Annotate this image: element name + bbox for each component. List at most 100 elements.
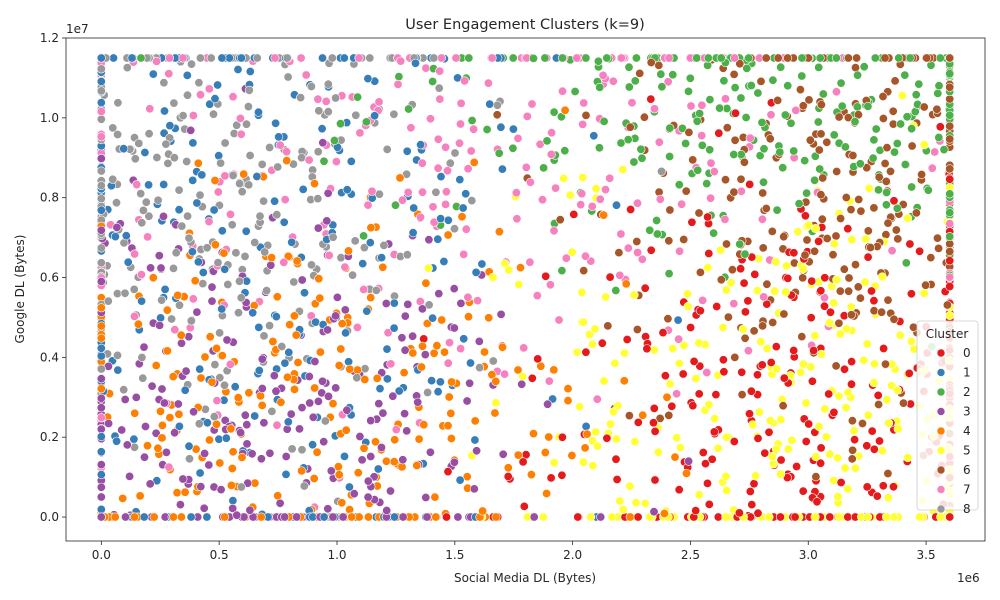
scatter-point-cluster-7 <box>473 296 483 306</box>
scatter-point-cluster-3 <box>146 263 156 273</box>
scatter-point-cluster-1 <box>477 259 487 269</box>
scatter-point-cluster-6 <box>762 279 772 289</box>
scatter-point-cluster-8 <box>134 138 144 148</box>
scatter-point-cluster-8 <box>169 98 179 108</box>
scatter-point-cluster-7 <box>927 163 937 173</box>
scatter-point-cluster-1 <box>459 334 469 344</box>
scatter-point-cluster-7 <box>522 111 532 121</box>
scatter-point-cluster-2 <box>768 75 778 85</box>
scatter-point-cluster-4 <box>210 240 220 250</box>
scatter-point-cluster-2 <box>818 89 828 99</box>
scatter-point-cluster-7 <box>196 90 206 100</box>
scatter-point-cluster-4 <box>153 443 163 453</box>
scatter-point-cluster-6 <box>839 264 849 274</box>
scatter-point-cluster-3 <box>543 399 553 409</box>
scatter-point-cluster-4 <box>215 458 225 468</box>
scatter-point-cluster-3 <box>382 505 392 515</box>
scatter-point-cluster-1 <box>210 94 220 104</box>
legend-title: Cluster <box>926 327 969 341</box>
scatter-point-cluster-7 <box>525 177 535 187</box>
y-tick-label: 0.8 <box>40 191 59 205</box>
scatter-point-cluster-2 <box>831 53 841 63</box>
scatter-point-cluster-8 <box>265 321 275 331</box>
scatter-point-cluster-5 <box>691 373 701 383</box>
scatter-point-cluster-3 <box>498 449 508 459</box>
scatter-point-cluster-3 <box>154 251 164 261</box>
scatter-point-cluster-2 <box>786 118 796 128</box>
scatter-point-cluster-8 <box>138 205 148 215</box>
scatter-point-cluster-0 <box>718 355 728 365</box>
scatter-point-cluster-6 <box>664 410 674 420</box>
scatter-point-cluster-7 <box>677 199 687 209</box>
scatter-point-cluster-2 <box>868 153 878 163</box>
scatter-point-cluster-7 <box>615 270 625 280</box>
scatter-point-cluster-0 <box>775 512 785 522</box>
scatter-point-cluster-2 <box>681 139 691 149</box>
scatter-point-cluster-3 <box>280 512 290 522</box>
scatter-point-cluster-3 <box>323 504 333 514</box>
scatter-point-cluster-0 <box>739 278 749 288</box>
scatter-point-cluster-6 <box>632 324 642 334</box>
scatter-point-cluster-2 <box>528 53 538 63</box>
scatter-point-cluster-6 <box>843 53 853 63</box>
scatter-point-cluster-1 <box>284 347 294 357</box>
scatter-point-cluster-4 <box>563 396 573 406</box>
scatter-point-cluster-3 <box>357 455 367 465</box>
scatter-point-cluster-0 <box>698 447 708 457</box>
scatter-point-cluster-4 <box>148 273 158 283</box>
scatter-point-cluster-6 <box>716 275 726 285</box>
scatter-point-cluster-7 <box>572 53 582 63</box>
scatter-point-cluster-4 <box>337 319 347 329</box>
scatter-point-cluster-4 <box>487 370 497 380</box>
scatter-point-cluster-6 <box>907 141 917 151</box>
scatter-point-cluster-0 <box>873 390 883 400</box>
legend-label-4: 4 <box>963 424 971 438</box>
scatter-point-cluster-3 <box>318 138 328 148</box>
scatter-point-cluster-2 <box>889 147 899 157</box>
scatter-point-cluster-5 <box>631 498 641 508</box>
scatter-point-cluster-5 <box>672 433 682 443</box>
scatter-point-cluster-2 <box>905 53 915 63</box>
scatter-point-cluster-1 <box>339 451 349 461</box>
scatter-point-cluster-8 <box>237 187 247 197</box>
scatter-point-cluster-8 <box>327 53 337 63</box>
scatter-point-cluster-8 <box>431 187 441 197</box>
scatter-point-cluster-5 <box>892 385 902 395</box>
scatter-point-cluster-4 <box>96 333 106 343</box>
scatter-point-cluster-3 <box>145 479 155 489</box>
scatter-point-cluster-5 <box>703 263 713 273</box>
scatter-point-cluster-0 <box>443 467 453 477</box>
scatter-point-cluster-1 <box>283 417 293 427</box>
scatter-point-cluster-0 <box>626 205 636 215</box>
scatter-point-cluster-0 <box>730 108 740 118</box>
scatter-point-cluster-0 <box>843 512 853 522</box>
scatter-point-cluster-5 <box>768 459 778 469</box>
scatter-point-cluster-0 <box>689 356 699 366</box>
scatter-point-cluster-1 <box>213 80 223 90</box>
scatter-point-cluster-7 <box>443 358 453 368</box>
scatter-point-cluster-7 <box>417 187 427 197</box>
scatter-point-cluster-7 <box>235 113 245 123</box>
scatter-point-cluster-8 <box>320 416 330 426</box>
scatter-point-cluster-1 <box>358 259 368 269</box>
scatter-point-cluster-0 <box>915 246 925 256</box>
scatter-point-cluster-5 <box>722 485 732 495</box>
scatter-point-cluster-8 <box>445 158 455 168</box>
scatter-point-cluster-5 <box>936 512 946 522</box>
scatter-point-cluster-5 <box>718 322 728 332</box>
scatter-point-cluster-4 <box>193 158 203 168</box>
scatter-point-cluster-5 <box>559 173 569 183</box>
scatter-point-cluster-4 <box>544 432 554 442</box>
scatter-point-cluster-2 <box>359 231 369 241</box>
scatter-point-cluster-4 <box>220 512 230 522</box>
scatter-point-cluster-7 <box>228 92 238 102</box>
scatter-point-cluster-8 <box>314 106 324 116</box>
scatter-point-cluster-1 <box>370 111 380 121</box>
scatter-point-cluster-6 <box>834 112 844 122</box>
scatter-point-cluster-6 <box>846 310 856 320</box>
scatter-point-cluster-0 <box>503 471 513 481</box>
scatter-point-cluster-2 <box>674 180 684 190</box>
scatter-point-cluster-6 <box>850 260 860 270</box>
scatter-point-cluster-1 <box>140 148 150 158</box>
scatter-point-cluster-7 <box>455 119 465 129</box>
